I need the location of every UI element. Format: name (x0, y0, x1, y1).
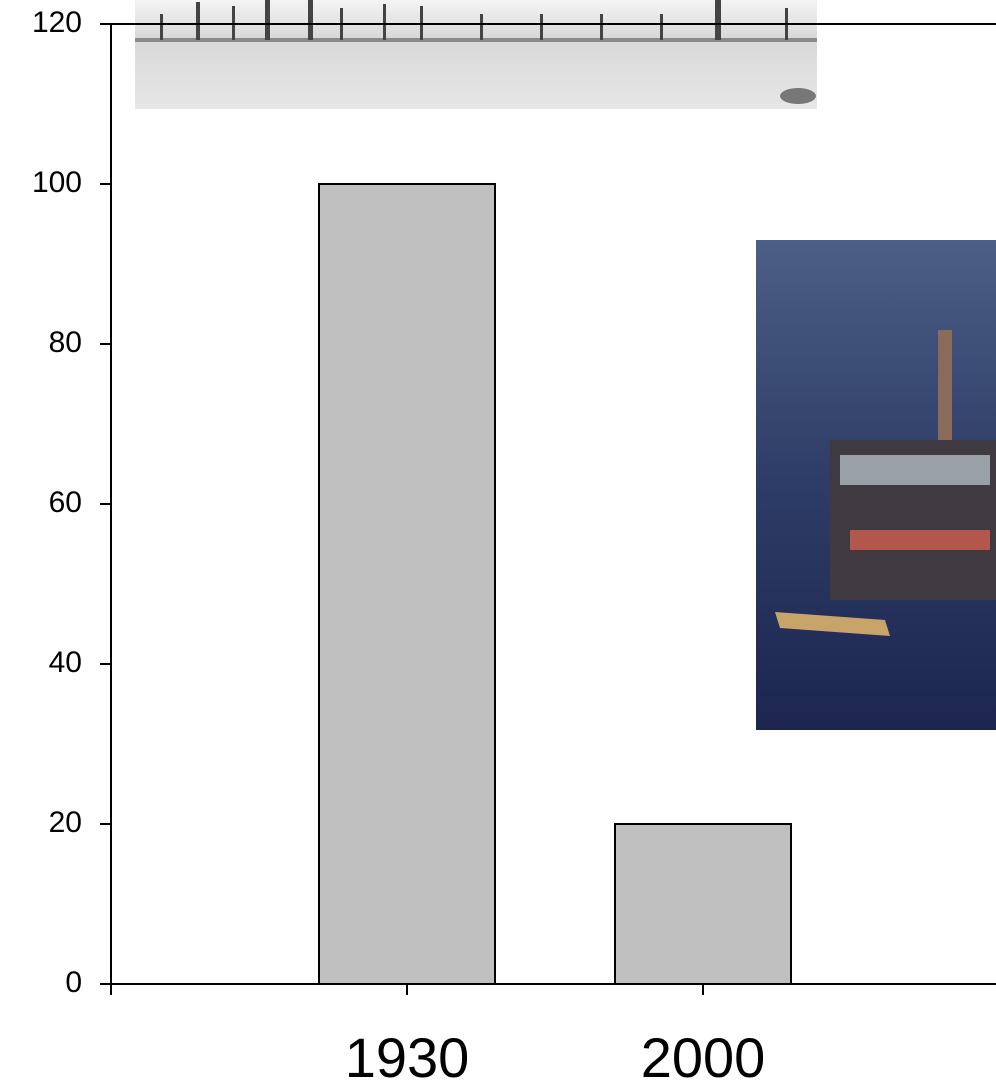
y-tick-label: 0 (65, 966, 82, 999)
y-tick-label: 60 (49, 486, 82, 519)
y-tick-label: 40 (49, 646, 82, 679)
bar (318, 183, 496, 985)
y-tick-label: 120 (32, 6, 82, 39)
bar (614, 823, 792, 985)
x-tick-label: 2000 (641, 1026, 766, 1089)
oilfield-photo (135, 0, 817, 109)
y-tick-label: 20 (49, 806, 82, 839)
x-tick-label: 1930 (345, 1026, 470, 1089)
y-tick-label: 100 (32, 166, 82, 199)
y-tick-label: 80 (49, 326, 82, 359)
offshore-platform-photo (756, 240, 996, 730)
